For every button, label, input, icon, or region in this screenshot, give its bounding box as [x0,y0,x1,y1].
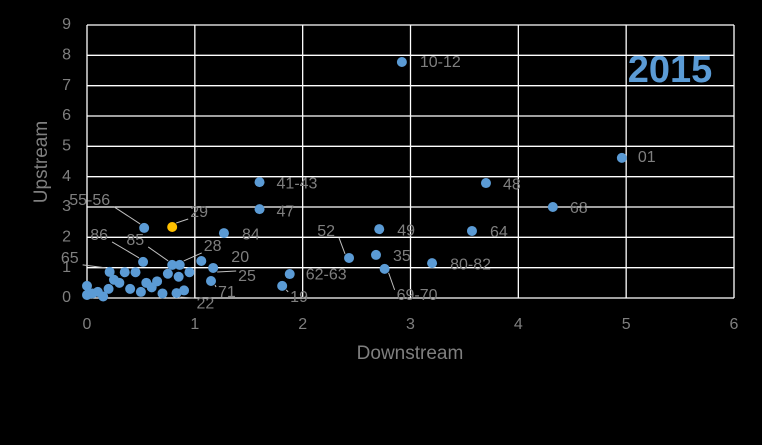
point [184,267,195,278]
leader-line [180,296,195,299]
data-label: 28 [204,238,222,255]
point [103,283,114,294]
point [208,262,219,273]
point [157,288,168,299]
point [196,255,207,266]
point [218,228,229,239]
data-label: 62-63 [306,266,347,283]
point [167,222,178,233]
data-label: 01 [638,149,656,166]
data-label: 69-70 [397,287,438,304]
x-tick-label: 5 [622,316,631,333]
point [277,280,288,291]
point [167,259,178,270]
point [119,267,130,278]
point [82,280,92,291]
data-label: 71 [218,284,236,301]
point [254,204,265,215]
point [427,258,438,269]
x-tick-label: 2 [298,316,307,333]
data-label: 25 [238,268,256,285]
data-label: 85 [126,232,144,249]
data-label: 55-56 [69,192,110,209]
point [174,259,185,270]
leader-line [214,284,217,288]
leader-line [388,272,396,291]
leader-line [147,246,169,262]
point [179,285,190,296]
data-label: 48 [503,176,521,193]
data-label: 47 [277,203,295,220]
point [104,266,115,277]
point [344,252,355,263]
data-label: 49 [397,222,415,239]
leader-line [113,206,141,225]
point [254,177,265,188]
leader-line [338,237,346,255]
data-label: 68 [570,200,588,217]
x-tick-label: 6 [730,316,739,333]
point [162,268,173,279]
data-label: 52 [317,223,335,240]
point [139,222,150,233]
y-axis-label: Upstream [31,121,52,203]
y-tick-label: 3 [62,198,71,215]
data-label: 22 [197,295,215,312]
data-label: 10-12 [420,54,461,71]
leader-line [285,289,289,293]
point [480,178,491,189]
leader-line [183,252,202,262]
point [284,269,295,280]
y-tick-label: 0 [62,289,71,306]
y-tick-label: 1 [62,259,71,276]
y-tick-label: 4 [62,168,71,185]
point [616,152,627,163]
x-tick-label: 3 [406,316,415,333]
chart-title: 2015 [628,49,713,91]
data-label: 84 [242,226,260,243]
leader-line [217,270,237,273]
point [173,271,184,282]
point [396,57,407,68]
point [152,276,163,287]
point [87,288,98,299]
leader-line [111,241,140,259]
point [138,256,149,267]
y-tick-label: 6 [62,107,71,124]
point [98,291,109,302]
y-tick-label: 7 [62,77,71,94]
data-label: 35 [393,248,411,265]
x-tick-label: 0 [83,316,92,333]
point [206,276,217,287]
point [171,288,182,299]
point [135,286,146,297]
x-tick-label: 1 [190,316,199,333]
leader-line [176,218,189,224]
x-axis-label: Downstream [357,343,464,364]
point [130,267,141,278]
data-label: 19 [290,289,308,306]
data-label: 65 [61,250,79,267]
data-label: 20 [231,249,249,266]
y-tick-label: 8 [62,47,71,64]
y-tick-label: 5 [62,138,71,155]
data-label: 64 [490,224,508,241]
point [466,225,477,236]
point [547,202,558,212]
point [374,224,385,235]
point [114,277,125,288]
x-tick-label: 4 [514,316,523,333]
point [379,263,390,274]
point [370,249,381,260]
y-tick-label: 9 [62,16,71,33]
data-label: 41-43 [277,175,318,192]
data-label: 29 [190,204,208,221]
point [125,283,136,294]
y-tick-label: 2 [62,229,71,246]
leader-line [82,264,106,269]
data-label: 80-82 [450,256,491,273]
data-label: 86 [90,227,108,244]
